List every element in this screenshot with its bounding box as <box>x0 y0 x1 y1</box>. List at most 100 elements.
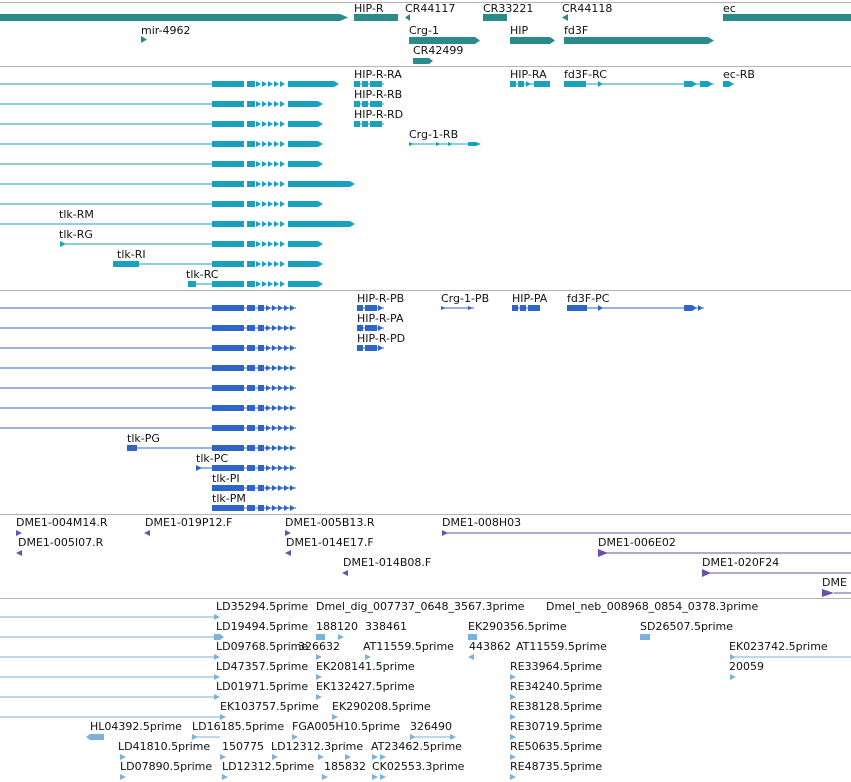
est-feature[interactable] <box>292 734 298 740</box>
est-feature[interactable] <box>222 774 228 780</box>
protein-hip-r-pa[interactable] <box>357 325 384 331</box>
est-feature[interactable] <box>730 674 736 680</box>
est-feature[interactable] <box>510 754 516 760</box>
transcript-fd3f-rc[interactable] <box>564 81 714 87</box>
est-feature[interactable] <box>120 754 126 760</box>
est-feature[interactable] <box>316 694 322 700</box>
est-feature[interactable] <box>372 754 378 760</box>
protein-crg-1-pb[interactable] <box>441 306 474 310</box>
gene-crg-1[interactable] <box>409 37 475 44</box>
gene-cr44118[interactable] <box>562 14 568 21</box>
clone-track <box>16 530 851 597</box>
protein-hip-r-pb[interactable] <box>357 305 384 311</box>
est-feature[interactable] <box>372 774 378 780</box>
transcript-hip-r-rd[interactable] <box>354 121 384 127</box>
protein-fd3f-pc[interactable] <box>567 305 704 311</box>
est-feature[interactable] <box>510 774 516 780</box>
protein-tlk-row[interactable] <box>0 325 296 331</box>
transcript-tlk-row[interactable] <box>0 181 355 187</box>
gene-cr33221[interactable] <box>483 14 507 21</box>
est-feature[interactable] <box>120 774 126 780</box>
protein-tlk-row[interactable] <box>212 485 296 491</box>
clone-feature[interactable] <box>285 550 291 556</box>
transcript-label: tlk-RG <box>59 228 93 241</box>
est-feature[interactable] <box>510 734 516 740</box>
clone-labels: DME1-004M14.R DME1-019P12.F DME1-005B13.… <box>16 516 847 589</box>
protein-tlk-row-arrow <box>272 445 277 451</box>
clone-feature[interactable] <box>342 570 348 576</box>
gene-feature[interactable] <box>0 14 340 21</box>
clone-feature[interactable] <box>285 530 291 536</box>
clone-feature[interactable] <box>144 530 150 536</box>
transcript-tlk-row[interactable] <box>0 81 339 87</box>
transcript-tlk-row-arrow <box>256 221 261 227</box>
transcript-crg-1-rb[interactable] <box>409 142 481 146</box>
transcript-hip-ra[interactable] <box>510 81 550 87</box>
est-feature[interactable] <box>365 654 371 660</box>
transcript-label: HIP-R-RD <box>354 108 403 121</box>
transcript-tlk-row[interactable] <box>113 261 323 267</box>
est-feature[interactable] <box>322 774 328 780</box>
gene-mir-4962[interactable] <box>141 36 147 43</box>
est-feature[interactable] <box>316 674 322 680</box>
transcript-hip-r-rb[interactable] <box>354 101 384 107</box>
protein-tlk-row-exon <box>258 405 264 411</box>
est-feature[interactable] <box>90 734 104 740</box>
protein-tlk-row[interactable] <box>0 345 296 351</box>
transcript-tlk-row-arrow <box>268 261 273 267</box>
est-feature[interactable] <box>338 634 344 640</box>
gene-hip-r[interactable] <box>354 14 398 21</box>
transcript-ec-rb[interactable] <box>723 81 734 87</box>
est-block[interactable] <box>468 634 477 640</box>
protein-tlk-row-exon <box>212 325 244 331</box>
est-feature[interactable] <box>318 754 324 760</box>
est-feature[interactable] <box>510 714 516 720</box>
protein-tlk-row-arrow <box>284 445 289 451</box>
clone-feature[interactable] <box>16 550 22 556</box>
protein-tlk-row-arrow <box>272 465 277 471</box>
est-label: AT11559.5prime <box>516 640 607 653</box>
est-feature[interactable] <box>316 654 322 660</box>
est-label: LD35294.5prime <box>216 600 308 613</box>
transcript-tlk-row[interactable] <box>0 161 323 167</box>
clone-feature[interactable] <box>16 530 22 536</box>
est-feature[interactable] <box>332 714 338 720</box>
transcript-tlk-row[interactable] <box>60 241 323 247</box>
est-feature[interactable] <box>380 754 386 760</box>
transcript-tlk-row[interactable] <box>0 141 323 147</box>
gene-fd3f[interactable] <box>564 37 708 44</box>
protein-tlk-row[interactable] <box>196 465 296 471</box>
transcript-tlk-row[interactable] <box>0 201 323 207</box>
transcript-tlk-row[interactable] <box>0 101 323 107</box>
est-block[interactable] <box>640 634 650 640</box>
gene-cr44117[interactable] <box>405 14 410 21</box>
protein-tlk-row[interactable] <box>0 425 296 431</box>
est-feature[interactable] <box>272 754 278 760</box>
transcript-tlk-row-exon <box>288 101 318 107</box>
gene-ec[interactable] <box>723 14 851 21</box>
protein-tlk-row[interactable] <box>0 365 296 371</box>
clone-feature[interactable] <box>822 589 834 597</box>
protein-hip-r-pd[interactable] <box>357 345 384 351</box>
protein-tlk-row-arrow <box>272 505 277 511</box>
transcript-hip-r-ra[interactable] <box>354 81 384 87</box>
est-feature[interactable] <box>380 774 386 780</box>
protein-tlk-row[interactable] <box>127 445 296 451</box>
transcript-crg-1-rb-exon <box>468 142 476 146</box>
transcript-tlk-row[interactable] <box>0 221 355 227</box>
est-feature[interactable] <box>510 694 516 700</box>
protein-hip-pa[interactable] <box>512 305 540 311</box>
gene-cr42499[interactable] <box>413 58 429 64</box>
transcript-tlk-row[interactable] <box>0 121 323 127</box>
est-feature[interactable] <box>345 754 351 760</box>
transcript-tlk-row[interactable] <box>188 281 323 287</box>
protein-tlk-row[interactable] <box>0 305 296 311</box>
protein-tlk-row[interactable] <box>0 405 296 411</box>
est-feature[interactable] <box>510 674 516 680</box>
protein-tlk-row[interactable] <box>212 505 296 511</box>
est-feature[interactable] <box>220 754 226 760</box>
protein-tlk-row[interactable] <box>0 385 296 391</box>
est-block[interactable] <box>316 634 325 640</box>
est-feature[interactable] <box>468 654 474 660</box>
gene-hip[interactable] <box>510 37 550 44</box>
